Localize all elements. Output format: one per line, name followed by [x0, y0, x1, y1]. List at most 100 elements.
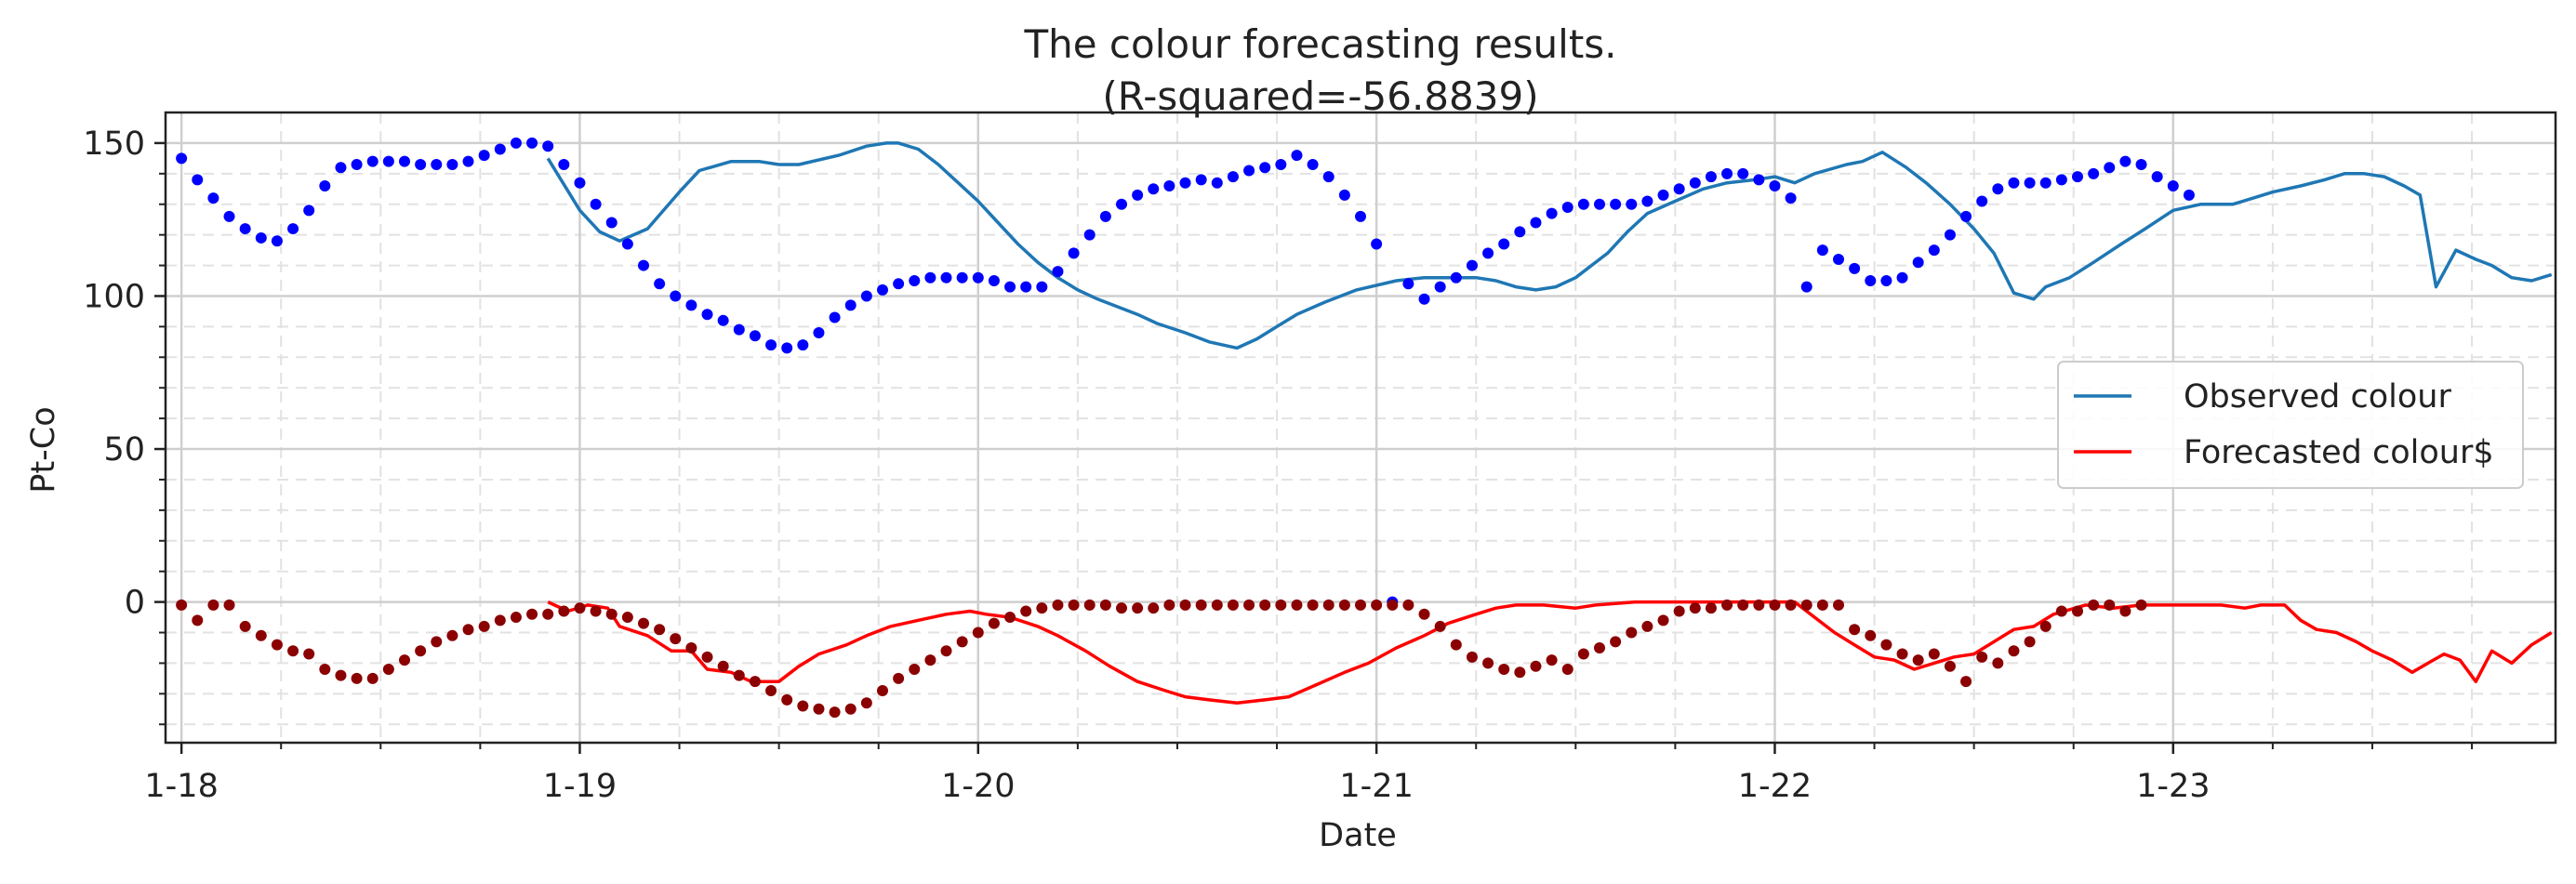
- series-point-3: [797, 700, 809, 712]
- series-point-3: [1036, 602, 1048, 614]
- series-point-3: [542, 608, 554, 620]
- series-point-2: [733, 323, 745, 336]
- series-point-2: [1944, 229, 1956, 241]
- series-point-2: [2024, 177, 2036, 189]
- series-point-2: [1833, 253, 1844, 265]
- series-point-3: [860, 697, 872, 709]
- series-point-3: [1211, 599, 1223, 611]
- series-point-2: [1705, 171, 1717, 183]
- series-point-2: [1211, 177, 1223, 189]
- series-point-3: [1291, 599, 1303, 611]
- series-point-2: [2151, 171, 2163, 183]
- series-point-2: [893, 278, 905, 290]
- series-point-2: [1880, 275, 1892, 287]
- series-point-3: [415, 645, 427, 657]
- series-point-2: [1737, 167, 1749, 179]
- series-point-2: [2055, 174, 2067, 186]
- series-point-2: [255, 231, 267, 244]
- legend-label-observed: Observed colour: [2184, 378, 2451, 416]
- series-point-2: [1275, 158, 1287, 170]
- series-point-2: [1259, 162, 1271, 174]
- series-point-2: [1322, 171, 1334, 183]
- series-point-2: [781, 342, 793, 354]
- series-point-3: [2039, 620, 2052, 632]
- series-point-2: [366, 155, 378, 167]
- series-point-2: [462, 155, 474, 167]
- series-point-2: [526, 137, 538, 149]
- series-point-3: [462, 624, 474, 636]
- series-point-2: [1482, 247, 1494, 259]
- series-point-3: [654, 624, 666, 636]
- series-point-2: [1498, 238, 1510, 250]
- series-point-2: [1514, 226, 1526, 238]
- series-point-2: [844, 299, 856, 311]
- series-point-3: [1785, 599, 1797, 611]
- series-point-3: [207, 599, 219, 611]
- plot-frame: [164, 111, 2557, 745]
- series-point-3: [2008, 645, 2020, 657]
- x-tick-label: 1-18: [144, 768, 218, 805]
- series-point-3: [638, 617, 649, 629]
- series-point-3: [813, 703, 825, 715]
- series-point-2: [1068, 247, 1080, 259]
- series-point-2: [1116, 198, 1127, 210]
- series-point-3: [685, 641, 697, 653]
- series-point-2: [1561, 202, 1573, 214]
- series-point-3: [1259, 599, 1271, 611]
- series-point-3: [1099, 599, 1111, 611]
- series-point-2: [1418, 293, 1430, 305]
- series-point-2: [1769, 179, 1781, 191]
- series-point-3: [446, 629, 458, 641]
- series-point-3: [1530, 660, 1542, 672]
- plot-series: [176, 137, 2553, 719]
- series-point-3: [1816, 599, 1828, 611]
- series-point-2: [1976, 195, 1988, 207]
- series-point-2: [1338, 189, 1350, 201]
- series-point-2: [909, 275, 921, 287]
- series-point-3: [494, 614, 506, 627]
- series-point-2: [558, 158, 570, 170]
- chart-title: The colour forecasting results.: [1023, 21, 1616, 67]
- series-point-3: [510, 612, 522, 624]
- series-point-2: [271, 235, 283, 247]
- series-point-2: [749, 330, 761, 342]
- series-point-3: [1083, 599, 1095, 611]
- series-point-2: [621, 238, 633, 250]
- series-point-2: [1626, 198, 1638, 210]
- series-point-3: [1338, 599, 1350, 611]
- series-point-3: [924, 654, 936, 666]
- series-point-2: [574, 177, 586, 189]
- series-point-2: [1721, 167, 1733, 179]
- y-axis-label: Pt-Co: [25, 406, 62, 493]
- series-point-2: [1912, 257, 1924, 269]
- series-point-3: [2088, 599, 2100, 611]
- series-point-3: [605, 608, 617, 620]
- series-point-2: [2183, 189, 2195, 201]
- series-point-3: [1721, 599, 1733, 611]
- series-point-3: [478, 620, 490, 632]
- series-point-3: [1514, 666, 1526, 679]
- series-point-3: [192, 614, 204, 627]
- series-point-3: [223, 599, 235, 611]
- series-point-2: [1355, 210, 1366, 222]
- series-point-2: [1928, 244, 1940, 257]
- series-point-3: [1068, 599, 1080, 611]
- series-point-2: [590, 198, 602, 210]
- series-point-3: [431, 636, 443, 648]
- series-point-2: [303, 205, 315, 217]
- series-point-2: [1960, 210, 1972, 222]
- series-point-3: [940, 645, 952, 657]
- series-point-3: [382, 664, 394, 676]
- series-point-3: [893, 672, 905, 684]
- series-point-3: [558, 605, 570, 617]
- series-point-3: [1052, 599, 1064, 611]
- series-point-3: [956, 636, 968, 648]
- series-point-3: [1402, 599, 1414, 611]
- series-point-3: [1355, 599, 1366, 611]
- series-point-2: [765, 339, 777, 351]
- series-point-3: [399, 654, 410, 666]
- series-point-3: [271, 639, 283, 651]
- series-point-3: [1116, 602, 1127, 614]
- series-point-3: [2104, 599, 2116, 611]
